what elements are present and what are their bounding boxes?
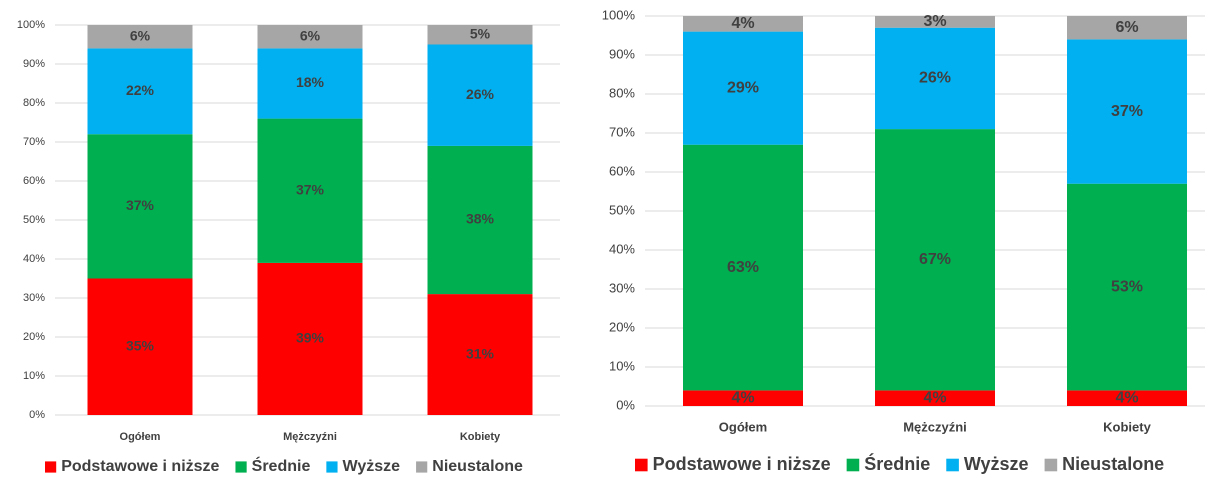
y-tick-label: 20% — [609, 319, 635, 334]
legend-swatch — [846, 458, 860, 472]
x-tick-label: Mężczyźni — [903, 419, 967, 434]
legend-swatch — [1044, 458, 1058, 472]
data-label: 29% — [727, 79, 759, 96]
bar-segment — [87, 278, 193, 415]
bar-segment — [427, 294, 533, 415]
bar-segment — [87, 48, 193, 135]
y-tick-label: 50% — [23, 214, 45, 226]
data-label: 5% — [470, 25, 491, 41]
bar-segment — [875, 129, 995, 391]
legend-swatch — [635, 458, 648, 472]
data-label: 35% — [126, 337, 155, 353]
y-tick-label: 80% — [609, 85, 635, 100]
bar-segment — [257, 25, 363, 49]
x-tick-label: Kobiety — [1103, 419, 1151, 434]
data-label: 53% — [1111, 278, 1143, 295]
data-label: 4% — [923, 389, 946, 406]
legend-label: Nieustalone — [1062, 454, 1164, 474]
y-tick-label: 80% — [23, 97, 45, 109]
legend-label: Wyższe — [343, 458, 401, 475]
data-label: 4% — [731, 15, 754, 32]
data-label: 18% — [296, 74, 325, 90]
y-tick-label: 40% — [609, 241, 635, 256]
x-tick-label: Ogółem — [719, 419, 767, 434]
bar-segment — [1067, 390, 1187, 406]
bar-segment — [257, 118, 363, 263]
bar-segment — [1067, 39, 1187, 184]
y-tick-label: 0% — [616, 397, 635, 412]
y-tick-label: 70% — [23, 136, 45, 148]
data-label: 37% — [1111, 103, 1143, 120]
bar-segment — [427, 44, 533, 146]
y-tick-label: 0% — [29, 409, 45, 421]
data-label: 37% — [296, 181, 325, 197]
y-tick-label: 20% — [23, 331, 45, 343]
data-label: 38% — [466, 211, 495, 227]
legend-label: Wyższe — [964, 454, 1029, 474]
legend-label: Średnie — [252, 456, 311, 475]
y-tick-label: 50% — [609, 202, 635, 217]
data-label: 4% — [1115, 389, 1138, 406]
legend-label: Nieustalone — [432, 458, 523, 475]
data-label: 37% — [126, 197, 155, 213]
legend-label: Średnie — [864, 453, 930, 474]
bar-segment — [87, 134, 193, 279]
legend-swatch — [235, 461, 247, 473]
data-label: 6% — [300, 27, 321, 43]
data-label: 39% — [296, 330, 325, 346]
bar-segment — [683, 144, 803, 391]
y-tick-label: 60% — [23, 175, 45, 187]
legend-swatch — [326, 461, 338, 473]
bar-segment — [87, 25, 193, 49]
legend-swatch — [416, 461, 428, 473]
bar-segment — [875, 16, 995, 28]
legend-swatch — [45, 461, 57, 473]
data-label: 6% — [130, 27, 151, 43]
y-tick-label: 30% — [609, 280, 635, 295]
data-label: 63% — [727, 259, 759, 276]
bar-segment — [257, 48, 363, 119]
bar-segment — [683, 31, 803, 145]
data-label: 31% — [466, 345, 495, 361]
x-tick-label: Kobiety — [460, 431, 501, 443]
y-tick-label: 90% — [23, 58, 45, 70]
bar-segment — [875, 27, 995, 130]
data-label: 22% — [126, 82, 155, 98]
x-tick-label: Mężczyźni — [283, 431, 337, 443]
x-tick-label: Ogółem — [120, 431, 161, 443]
y-tick-label: 40% — [23, 253, 45, 265]
bar-segment — [683, 16, 803, 32]
bar-segment — [875, 390, 995, 406]
y-tick-label: 10% — [609, 358, 635, 373]
y-tick-label: 70% — [609, 124, 635, 139]
y-tick-label: 100% — [602, 7, 636, 22]
data-label: 67% — [919, 251, 951, 268]
legend-label: Podstawowe i niższe — [653, 454, 831, 474]
y-tick-label: 100% — [17, 19, 45, 31]
bar-segment — [1067, 16, 1187, 40]
bar-segment — [257, 262, 363, 415]
bar-segment — [1067, 183, 1187, 391]
bar-segment — [427, 25, 533, 45]
data-label: 26% — [466, 86, 495, 102]
data-label: 4% — [731, 389, 754, 406]
y-tick-label: 60% — [609, 163, 635, 178]
data-label: 26% — [919, 70, 951, 87]
bar-segment — [683, 390, 803, 406]
y-tick-label: 90% — [609, 46, 635, 61]
data-label: 6% — [1115, 19, 1138, 36]
y-tick-label: 10% — [23, 370, 45, 382]
legend-swatch — [946, 458, 959, 472]
bar-segment — [427, 145, 533, 295]
y-tick-label: 30% — [23, 292, 45, 304]
legend-label: Podstawowe i niższe — [61, 458, 219, 475]
data-label: 3% — [923, 13, 946, 30]
